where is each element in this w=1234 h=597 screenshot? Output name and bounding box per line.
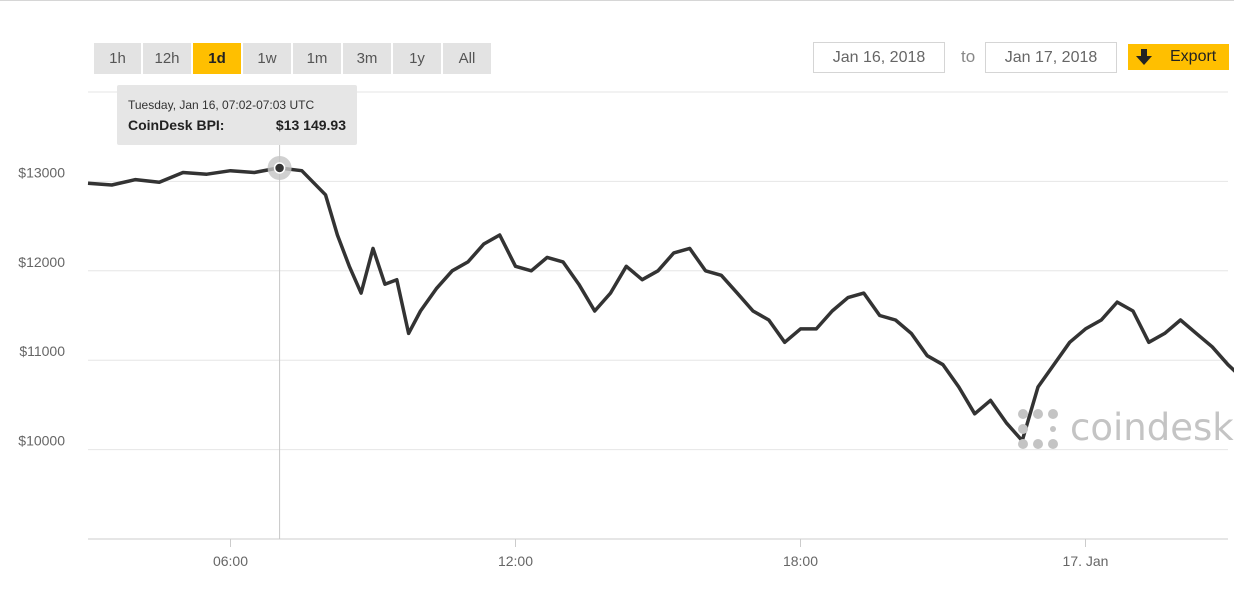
range-1y-button[interactable]: 1y (393, 43, 441, 74)
x-tick-label: 12:00 (498, 553, 533, 569)
tooltip-header: Tuesday, Jan 16, 07:02-07:03 UTC (128, 98, 315, 112)
tooltip: Tuesday, Jan 16, 07:02-07:03 UTC CoinDes… (117, 85, 357, 145)
range-1d-button[interactable]: 1d (193, 43, 241, 74)
tooltip-value: $13 149.93 (275, 117, 346, 133)
coindesk-logo: coindesk (1018, 406, 1234, 450)
range-all-button[interactable]: All (443, 43, 491, 74)
top-divider (0, 0, 1234, 1)
range-selector: 1h 12h 1d 1w 1m 3m 1y All (94, 43, 491, 74)
bpi-series-line[interactable] (87, 166, 1234, 443)
range-12h-button[interactable]: 12h (143, 43, 191, 74)
y-tick-label: $10000 (18, 433, 65, 449)
coindesk-logo-text: coindesk (1070, 406, 1234, 449)
x-tick-label: 18:00 (783, 553, 818, 569)
range-1w-button[interactable]: 1w (243, 43, 291, 74)
tooltip-series-name: CoinDesk BPI: (128, 117, 225, 133)
y-tick-label: $12000 (18, 254, 65, 270)
range-3m-button[interactable]: 3m (343, 43, 391, 74)
range-1m-button[interactable]: 1m (293, 43, 341, 74)
export-button[interactable]: Export (1128, 44, 1229, 70)
date-to-input[interactable] (985, 42, 1117, 73)
date-to-label: to (961, 47, 976, 66)
date-from-input[interactable] (813, 42, 945, 73)
export-label: Export (1170, 48, 1217, 65)
y-tick-label: $11000 (19, 343, 65, 359)
download-arrow-icon (1136, 49, 1152, 65)
x-tick-label: 06:00 (213, 553, 248, 569)
range-1h-button[interactable]: 1h (94, 43, 141, 74)
coindesk-logo-icon (1018, 409, 1058, 449)
highlight-point[interactable] (273, 162, 286, 174)
x-tick-label: 17. Jan (1063, 553, 1109, 569)
y-tick-label: $13000 (18, 164, 65, 180)
